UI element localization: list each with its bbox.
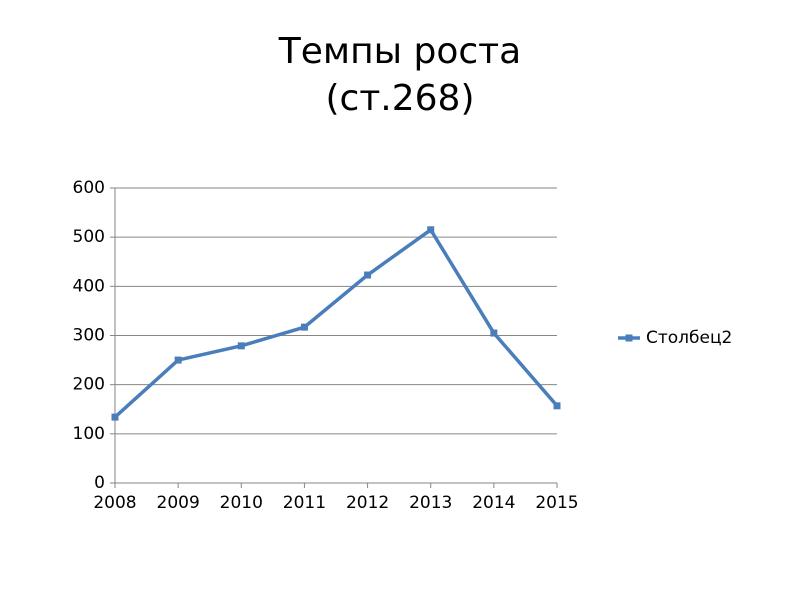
point-marker [111, 413, 119, 421]
point-marker [364, 271, 372, 279]
x-tick-label: 2014 [472, 493, 515, 513]
x-tick-label: 2008 [93, 493, 136, 513]
point-marker [237, 342, 245, 350]
point-marker [300, 323, 308, 331]
x-tick-label: 2011 [283, 493, 326, 513]
y-tick-label: 500 [73, 227, 105, 247]
y-tick-label: 100 [73, 424, 105, 444]
x-tick-label: 2015 [535, 493, 578, 513]
chart-title: Темпы роста [278, 31, 521, 72]
chart-subtitle: (ст.268) [325, 78, 474, 119]
x-tick-label: 2010 [220, 493, 263, 513]
y-tick-label: 400 [73, 276, 105, 296]
y-tick-label: 600 [73, 178, 105, 198]
series-line [113, 228, 559, 419]
y-tick-label: 300 [73, 326, 105, 346]
point-marker [174, 356, 182, 364]
x-tick-label: 2012 [346, 493, 389, 513]
legend-label: Столбец2 [646, 328, 732, 348]
x-tick-label: 2009 [157, 493, 200, 513]
point-marker [553, 402, 561, 410]
legend-marker [625, 334, 633, 342]
y-tick-label: 0 [94, 473, 105, 493]
y-tick-label: 200 [73, 375, 105, 395]
x-tick-label: 2013 [409, 493, 452, 513]
point-marker [427, 226, 435, 234]
point-marker [490, 329, 498, 337]
